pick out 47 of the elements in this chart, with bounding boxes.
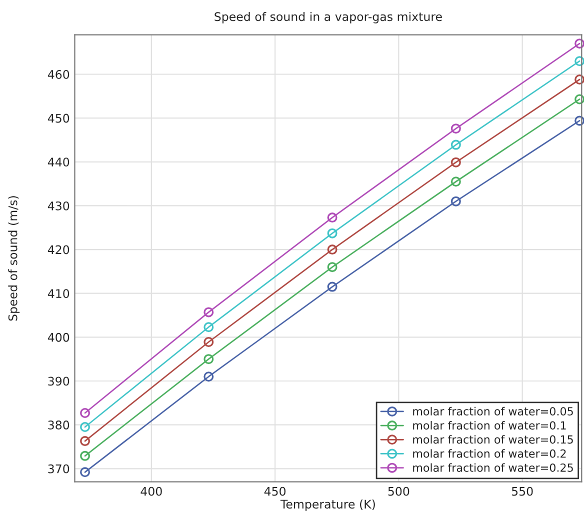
point — [450, 196, 461, 206]
y-tick-label: 410 — [48, 289, 70, 298]
x-tick-label: 450 — [264, 486, 286, 496]
legend-label: molar fraction of water=0.1 — [413, 421, 566, 430]
point — [204, 322, 214, 332]
point — [574, 56, 584, 66]
y-tick-label: 460 — [48, 70, 70, 79]
point — [327, 282, 338, 292]
point — [80, 450, 90, 461]
point — [574, 74, 584, 85]
point — [574, 116, 584, 126]
point — [80, 467, 90, 478]
legend-label: molar fraction of water=0.05 — [413, 406, 573, 416]
x-tick-label: 500 — [388, 486, 410, 496]
legend-label: molar fraction of water=0.15 — [413, 435, 573, 444]
point — [450, 124, 461, 134]
y-tick-label: 440 — [48, 158, 70, 167]
legend-label: molar fraction of water=0.25 — [413, 463, 573, 472]
point — [204, 307, 214, 318]
y-tick-label: 400 — [48, 332, 70, 342]
point — [450, 176, 461, 187]
point — [204, 354, 214, 364]
y-axis-title: Speed of sound (m/s) — [8, 196, 20, 321]
point — [204, 372, 214, 382]
y-tick-label: 430 — [48, 201, 70, 210]
x-axis-title: Temperature (K) — [280, 499, 375, 511]
point — [574, 38, 584, 49]
point — [450, 157, 461, 168]
point — [574, 94, 584, 104]
point — [327, 212, 338, 223]
point — [450, 140, 461, 150]
chart-title: Speed of sound in a vapor-gas mixture — [214, 12, 442, 24]
y-tick-label: 450 — [48, 114, 70, 123]
y-tick-label: 380 — [48, 420, 70, 430]
y-tick-label: 420 — [48, 245, 70, 254]
y-tick-label: 390 — [48, 376, 70, 386]
point — [327, 262, 338, 272]
x-tick-label: 400 — [140, 486, 162, 496]
point — [327, 228, 338, 238]
legend-label: molar fraction of water=0.2 — [413, 449, 566, 458]
point — [80, 408, 90, 418]
point — [327, 244, 338, 255]
point — [80, 422, 90, 432]
point — [204, 337, 214, 348]
point — [80, 436, 90, 446]
x-tick-label: 550 — [512, 486, 533, 496]
y-tick-label: 370 — [48, 464, 70, 474]
